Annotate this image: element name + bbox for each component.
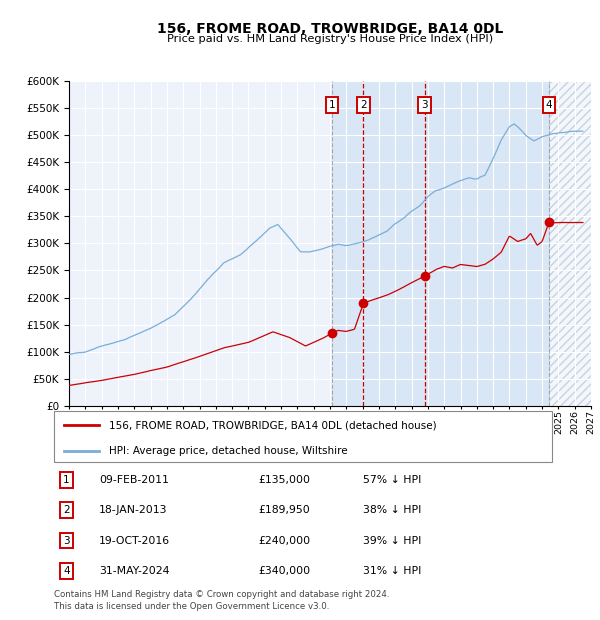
Bar [549,81,591,406]
Text: 19-OCT-2016: 19-OCT-2016 [99,536,170,546]
Text: 4: 4 [545,100,552,110]
Bar [332,81,549,406]
Text: 2: 2 [360,100,367,110]
Text: £135,000: £135,000 [258,475,310,485]
Text: 156, FROME ROAD, TROWBRIDGE, BA14 0DL (detached house): 156, FROME ROAD, TROWBRIDGE, BA14 0DL (d… [109,420,436,430]
Text: 2: 2 [63,505,70,515]
Text: £189,950: £189,950 [258,505,310,515]
Text: Contains HM Land Registry data © Crown copyright and database right 2024.
This d: Contains HM Land Registry data © Crown c… [54,590,389,611]
Text: 3: 3 [421,100,428,110]
Text: 1: 1 [328,100,335,110]
Text: 1: 1 [63,475,70,485]
Text: 39% ↓ HPI: 39% ↓ HPI [363,536,421,546]
Text: 18-JAN-2013: 18-JAN-2013 [99,505,167,515]
Text: HPI: Average price, detached house, Wiltshire: HPI: Average price, detached house, Wilt… [109,446,347,456]
Bar [549,81,591,406]
Text: 4: 4 [63,566,70,576]
Text: £240,000: £240,000 [258,536,310,546]
Text: 57% ↓ HPI: 57% ↓ HPI [363,475,421,485]
Text: 09-FEB-2011: 09-FEB-2011 [99,475,169,485]
Text: Price paid vs. HM Land Registry's House Price Index (HPI): Price paid vs. HM Land Registry's House … [167,34,493,44]
Text: 31-MAY-2024: 31-MAY-2024 [99,566,169,576]
Text: 38% ↓ HPI: 38% ↓ HPI [363,505,421,515]
Text: £340,000: £340,000 [258,566,310,576]
Text: 31% ↓ HPI: 31% ↓ HPI [363,566,421,576]
Text: 156, FROME ROAD, TROWBRIDGE, BA14 0DL: 156, FROME ROAD, TROWBRIDGE, BA14 0DL [157,22,503,36]
Text: 3: 3 [63,536,70,546]
Bar [549,81,591,406]
